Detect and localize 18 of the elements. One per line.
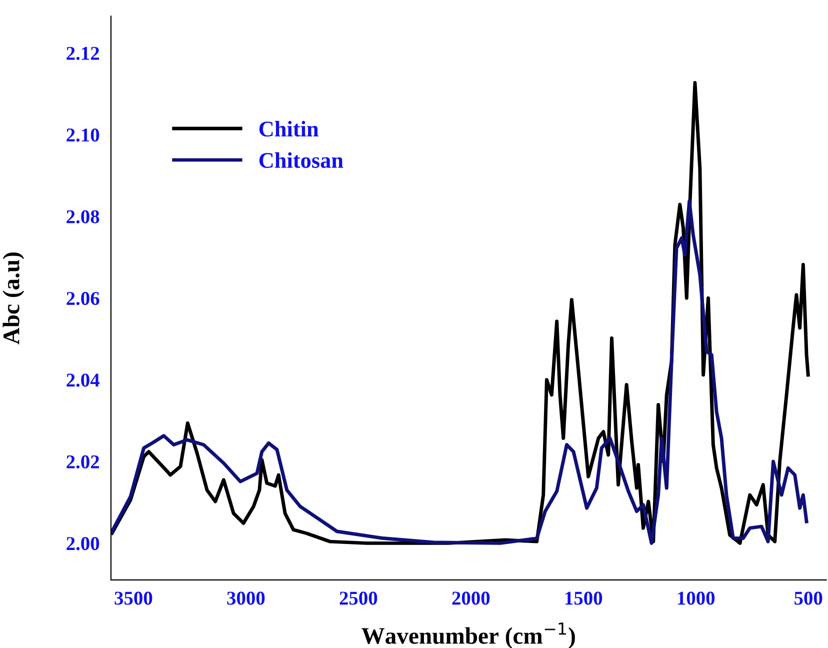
x-tick-label: 3500	[114, 592, 152, 605]
y-tick-label: 2.00	[66, 537, 100, 550]
y-tick-label: 2.10	[66, 128, 100, 142]
y-tick-label: 2.12	[66, 46, 100, 60]
legend-label: Chitin	[259, 120, 318, 137]
y-tick-label: 2.04	[66, 374, 100, 387]
x-tick-label: 3000	[227, 592, 265, 605]
x-tick-label: 2000	[452, 592, 490, 605]
y-tick-label: 2.08	[66, 210, 100, 224]
y-tick-label: 2.06	[66, 292, 100, 306]
x-tick-label: 2500	[340, 592, 378, 605]
x-tick-label: 500	[794, 592, 822, 605]
line-series	[110, 200, 808, 545]
x-tick-label: 1500	[565, 592, 602, 605]
y-tick-label: 2.02	[66, 455, 100, 469]
y-axis-title: Abc (a.u)	[2, 252, 24, 344]
x-tick-label: 1000	[678, 592, 715, 605]
legend-label: Chitosan	[259, 152, 344, 168]
